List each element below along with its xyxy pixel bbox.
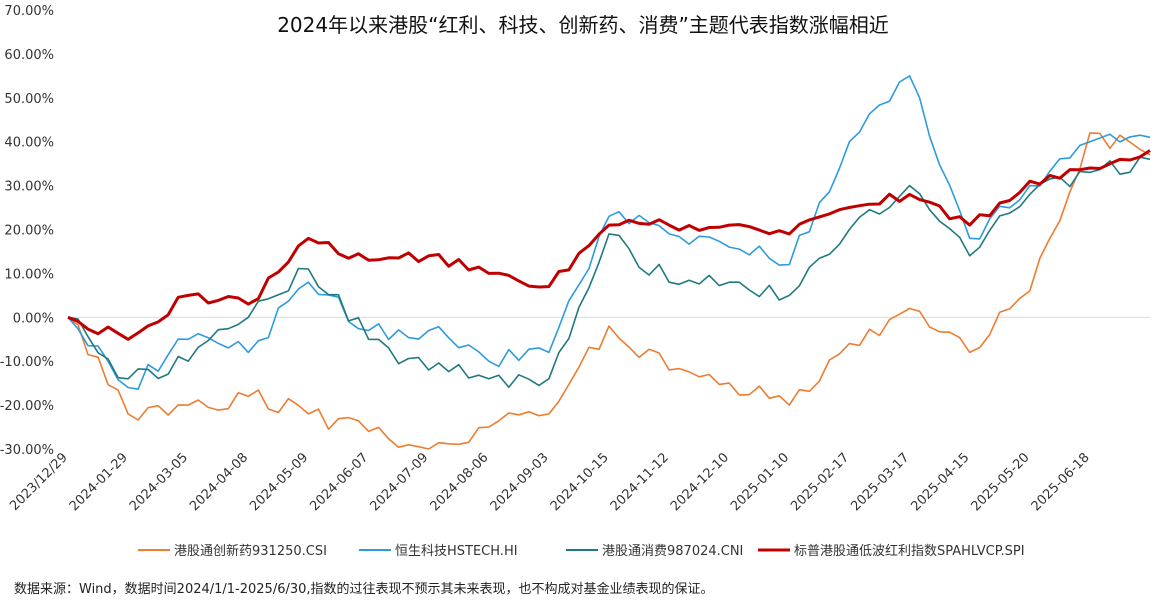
y-tick-label: 50.00% xyxy=(4,92,54,107)
x-tick-label: 2023/12/29 xyxy=(7,450,71,514)
legend-label: 恒生科技HSTECH.HI xyxy=(395,544,518,559)
x-tick-label: 2024-03-05 xyxy=(127,450,191,514)
x-tick-label: 2025-06-18 xyxy=(1029,450,1093,514)
x-tick-label: 2024-11-12 xyxy=(608,450,672,514)
series-line-1 xyxy=(67,132,1151,450)
x-tick-label: 2024-06-07 xyxy=(307,450,371,514)
legend-label: 标普港股通低波红利指数SPAHLVCP.SPI xyxy=(794,543,1025,559)
y-tick-label: 10.00% xyxy=(4,267,54,282)
y-tick-label: -10.00% xyxy=(0,355,54,370)
x-tick-label: 2024-05-09 xyxy=(247,450,311,514)
y-tick-label: 60.00% xyxy=(4,48,54,63)
chart-title: 2024年以来港股“红利、科技、创新药、消费”主题代表指数涨幅相近 xyxy=(277,13,889,37)
series-line-3 xyxy=(67,156,1151,388)
series-line-2 xyxy=(67,75,1151,390)
y-tick-label: -20.00% xyxy=(0,399,54,414)
x-tick-label: 2024-04-08 xyxy=(187,450,251,514)
x-tick-label: 2024-07-09 xyxy=(367,450,431,514)
legend-label: 港股通创新药931250.CSI xyxy=(174,543,327,559)
y-tick-label: 0.00% xyxy=(13,311,54,326)
x-tick-label: 2024-09-03 xyxy=(488,450,552,514)
legend-label: 港股通消费987024.CNI xyxy=(602,544,743,559)
y-tick-label: 20.00% xyxy=(4,224,54,239)
legend: 港股通创新药931250.CSI 恒生科技HSTECH.HI 港股通消费987024… xyxy=(138,543,1025,559)
y-tick-label: 30.00% xyxy=(4,180,54,195)
series-line-4 xyxy=(67,149,1151,341)
x-tick-label: 2024-10-15 xyxy=(548,450,612,514)
x-tick-label: 2025-03-17 xyxy=(848,450,912,514)
x-tick-label: 2025-04-15 xyxy=(908,450,972,514)
x-tick-label: 2024-12-10 xyxy=(668,450,732,514)
x-tick-label: 2025-05-20 xyxy=(969,450,1033,514)
source-footnote: 数据来源：Wind，数据时间2024/1/1-2025/6/30,指数的过往表现… xyxy=(14,582,714,597)
y-tick-label: 70.00% xyxy=(4,4,54,19)
y-tick-label: -30.00% xyxy=(0,443,54,458)
y-axis: 70.00% 60.00% 50.00% 40.00% 30.00% 20.00% 10.0… xyxy=(0,4,54,458)
plot-area xyxy=(67,75,1151,450)
x-tick-label: 2025-02-17 xyxy=(788,450,852,514)
x-axis: 2023/12/292024-01-292024-03-052024-04-08… xyxy=(7,316,1150,514)
x-tick-label: 2025-01-10 xyxy=(728,450,792,514)
x-tick-label: 2024-08-06 xyxy=(428,450,492,514)
y-tick-label: 40.00% xyxy=(4,136,54,151)
x-tick-label: 2024-01-29 xyxy=(67,450,131,514)
